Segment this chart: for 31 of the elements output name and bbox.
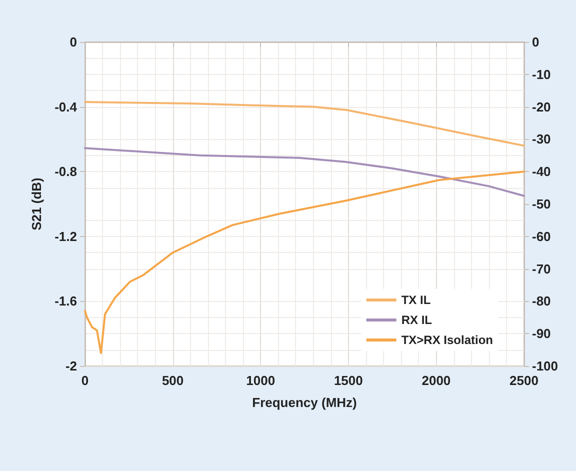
y2-tick-label: -50 [532,196,551,212]
y-axis-title: S21 (dB) [29,178,44,230]
y2-tick-label: -30 [532,132,551,147]
y-tick-label: -0.8 [54,164,77,180]
y2-tick-label: -10 [532,66,551,82]
y2-tick-label: -60 [532,228,551,244]
y-tick-label: -1.2 [54,228,77,244]
y-tick-label: -0.4 [54,99,78,114]
y2-tick-label: -20 [532,99,551,114]
legend-label: TX IL [401,293,431,307]
y2-tick-label: -70 [532,261,551,276]
y2-tick-label: -100 [532,358,558,374]
y-tick-label: -2 [65,358,77,374]
x-tick-label: 1000 [246,373,276,388]
x-tick-label: 1500 [334,373,363,388]
y2-tick-label: -90 [532,326,551,342]
y-tick-label: 0 [70,34,77,50]
x-tick-label: 2500 [510,373,538,388]
y2-tick-label: -40 [532,164,551,180]
y-tick-label: -1.6 [54,294,77,309]
x-tick-label: 2000 [422,373,451,388]
legend-label: RX IL [401,313,432,327]
line-series [84,100,525,147]
y2-tick-label: 0 [532,34,540,50]
line-series [84,147,525,197]
x-tick-label: 500 [162,373,184,388]
x-axis-title: Frequency (MHz) [252,395,357,410]
legend-label: TX>RX Isolation [401,333,494,347]
x-tick-label: 0 [81,373,89,388]
line-series [84,170,525,354]
y2-tick-label: -80 [532,294,551,309]
